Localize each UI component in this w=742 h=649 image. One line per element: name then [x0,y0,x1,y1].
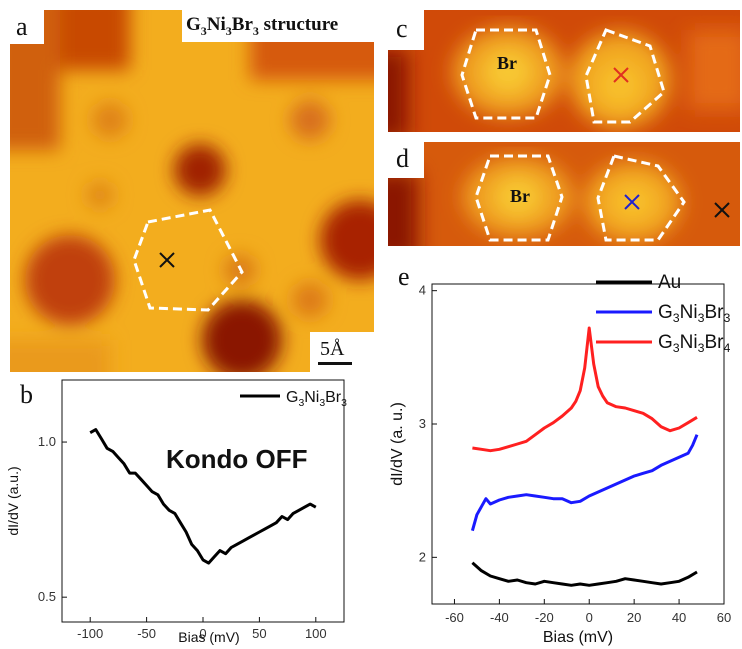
series-line-1 [471,561,698,587]
scale-bar-line [318,362,352,365]
legend-label-1: G3Ni3Br3 [286,389,347,409]
panel-c-label: c [396,14,408,43]
plot-frame [431,283,725,605]
panel-d-br-label: Br [510,186,530,206]
stm-image-c [388,10,740,132]
x-tick-label: -60 [445,610,464,625]
cross-marker-c [613,67,629,83]
y-axis-label: dI/dV (a. u.) [389,402,406,486]
scalebar-bg [310,332,374,372]
panel-e-label: e [398,262,410,291]
label-bg [10,10,44,44]
y-tick-label: 2 [419,549,426,564]
x-axis-label: Bias (mV) [543,629,613,646]
hexagon-outline-c2 [584,28,666,124]
title-bg [182,10,374,42]
stm-image-a [10,10,374,372]
y-tick-label: 3 [419,416,426,431]
x-tick-label: 0 [199,626,206,641]
x-tick-label: 100 [305,626,327,641]
panel-a-label: a [16,12,28,41]
panel-b-label: b [20,380,33,409]
x-tick-label: -50 [137,626,156,641]
hexagon-outline-d1 [474,154,564,242]
x-tick-label: 50 [252,626,266,641]
x-tick-label: -40 [490,610,509,625]
panel-a-title: G3Ni3Br3 structure [186,14,339,38]
y-axis-label: dI/dV (a.u.) [5,466,21,535]
stm-image-a-svg [10,10,374,372]
y-tick-label: 4 [419,283,426,298]
panel-c-br-label: Br [497,53,517,73]
series-line-2 [470,434,699,532]
x-tick-label: 0 [586,610,593,625]
legend-label-2: G3Ni3Br3 [658,302,730,325]
scale-bar-label: 5Å [320,338,345,360]
x-tick-label: 60 [717,610,731,625]
cross-marker-d-au [714,202,730,218]
legend-label-1: Au [658,272,681,293]
series-line-1 [89,428,317,565]
panel-d-label: d [396,144,409,173]
x-tick-label: -100 [77,626,103,641]
x-tick-label: 40 [672,610,686,625]
hexagon-outline [132,208,244,312]
legend-label-3: G3Ni3Br4 [658,332,730,355]
y-tick-label: 1.0 [38,434,56,449]
cross-marker [159,252,175,268]
hexagon-outline-c1 [460,28,552,120]
x-tick-label: 20 [627,610,641,625]
chart-e: -60 -40 -20 0 20 40 60 2 3 4 Bias (mV) dI/dV (a. u.… [389,272,731,646]
x-tick-label: -20 [535,610,554,625]
plot-frame [61,379,345,623]
x-axis-label: Bias (mV) [178,629,239,645]
hexagon-outline-d2 [596,154,686,242]
stm-image-d [388,142,740,246]
chart-b: -100 -50 0 50 100 0.5 1.0 Bias (mV) dI/dV (a.u.)… [5,379,347,645]
cross-marker-d [624,194,640,210]
y-tick-label: 0.5 [38,589,56,604]
series-line-3 [472,326,698,453]
kondo-annotation: Kondo OFF [166,444,308,474]
